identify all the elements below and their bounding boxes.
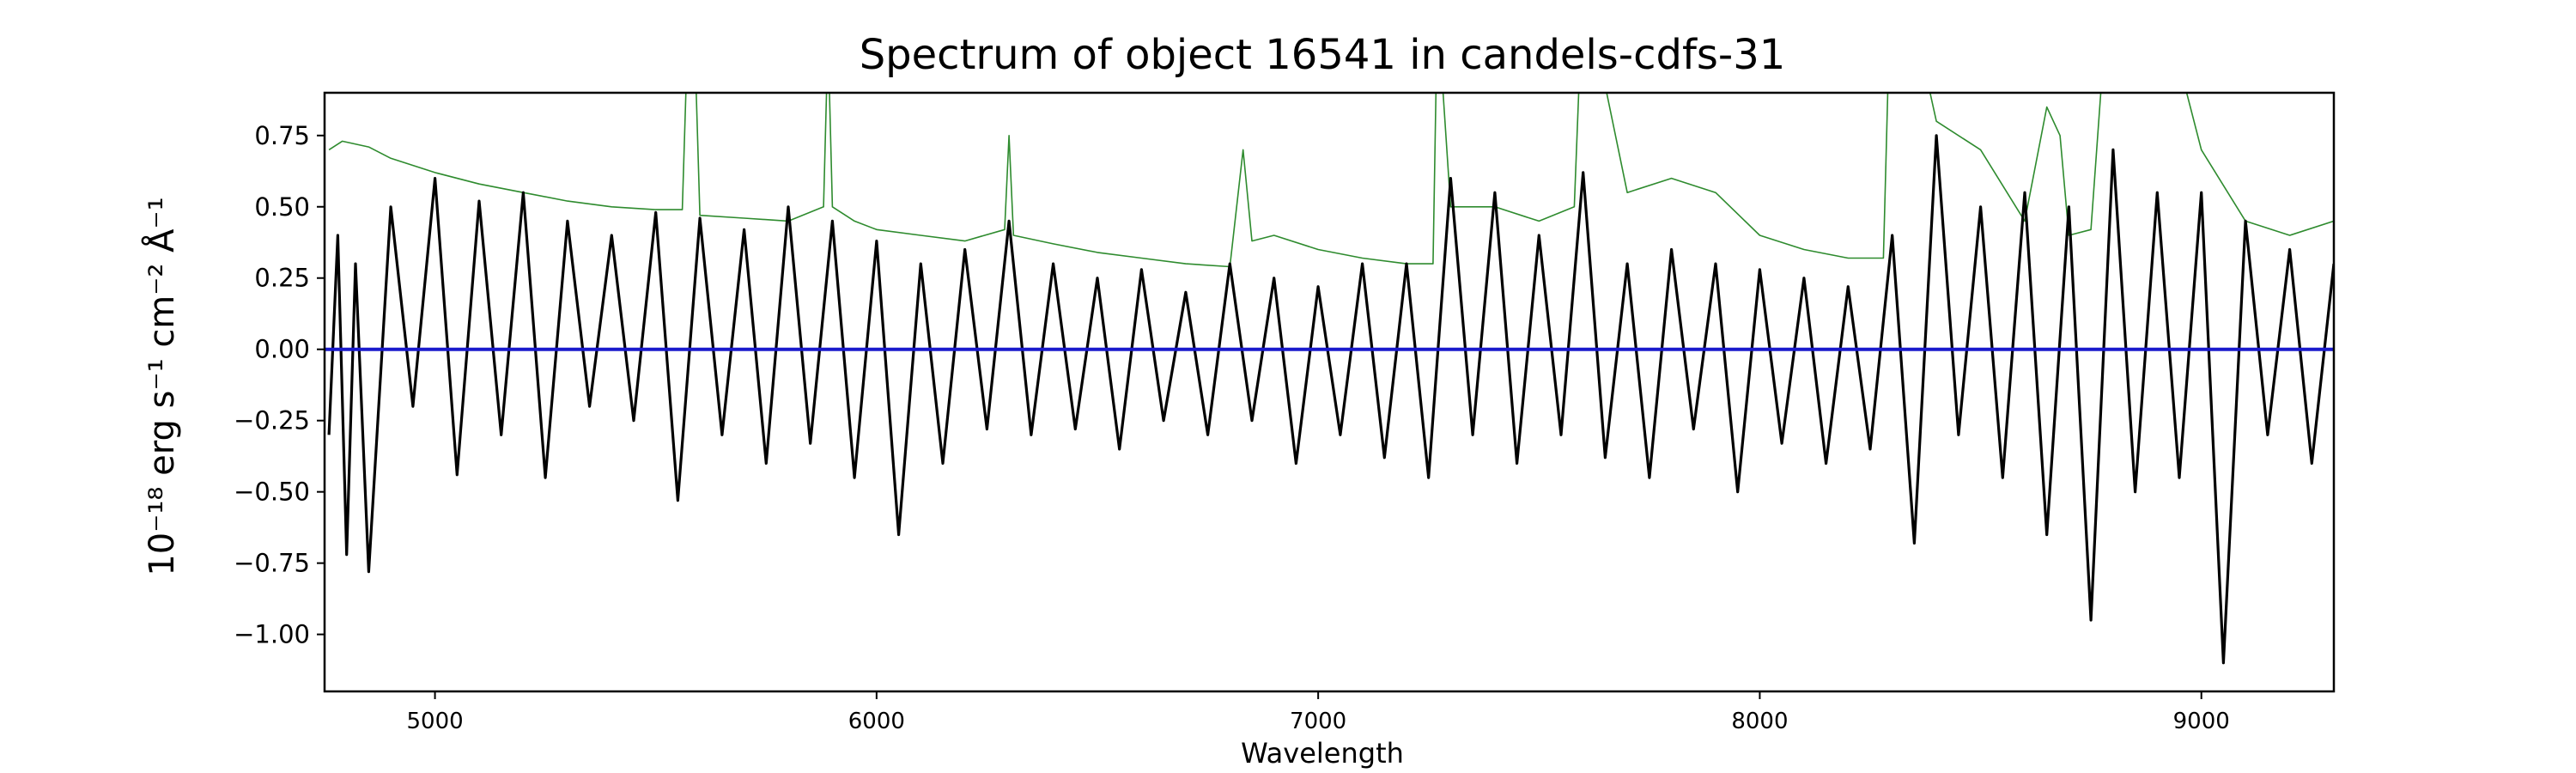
y-tick-label: −0.25 [234,406,310,435]
x-axis-label: Wavelength [1241,737,1404,770]
x-tick-label: 9000 [2173,709,2230,734]
y-tick-label: 0.50 [254,192,310,222]
plot-frame [323,91,2336,693]
x-tick-label: 5000 [406,709,463,734]
y-tick-label: −1.00 [234,620,310,649]
error-series-line [328,93,2334,268]
axes: 5000 6000 7000 8000 9000 0.75 0.50 0.25 0.00 −0.2… [234,91,2336,734]
y-axis-label: 10⁻¹⁸ erg s⁻¹ cm⁻² Å⁻¹ [141,197,182,575]
y-tick-label: 0.75 [254,121,310,150]
x-tick-label: 6000 [848,709,905,734]
y-tick-label: −0.75 [234,549,310,578]
chart-title: Spectrum of object 16541 in candels-cdfs… [860,31,1786,79]
plot-area [325,93,2334,665]
y-tick-label: 0.00 [254,335,310,364]
x-tick-label: 8000 [1731,709,1788,734]
y-tick-label: −0.50 [234,478,310,507]
y-tick-label: 0.25 [254,264,310,293]
x-tick-label: 7000 [1290,709,1346,734]
flux-series-line [327,134,2334,665]
